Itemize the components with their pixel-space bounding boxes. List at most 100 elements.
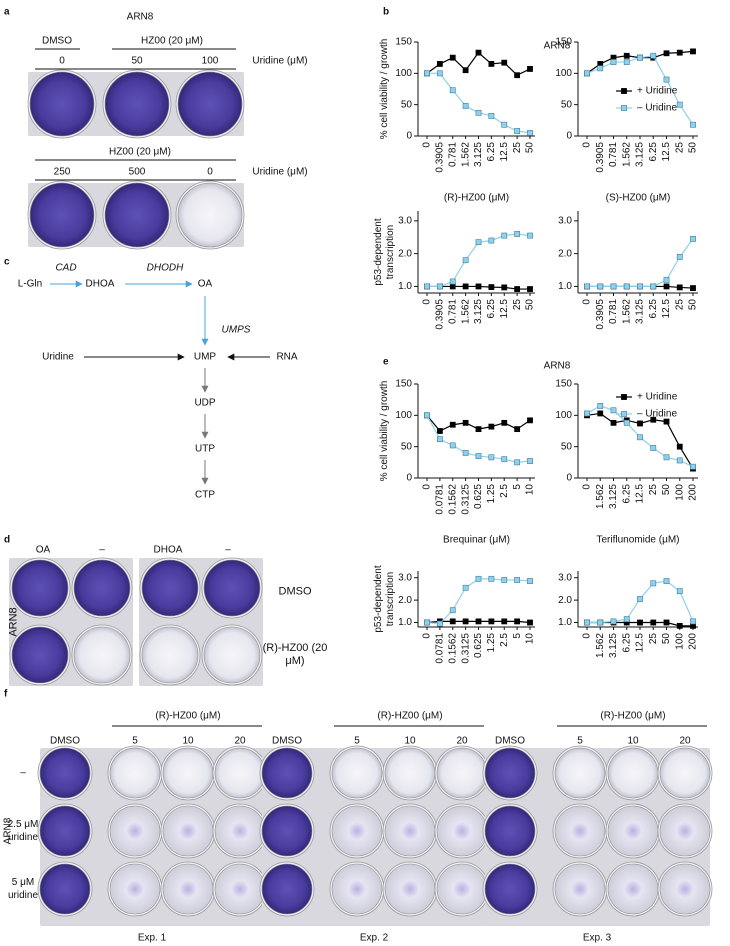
data-point (475, 239, 482, 246)
data-point (650, 52, 657, 59)
x-tick-label: 0 (422, 142, 433, 148)
y-tick-label: 50 (561, 441, 573, 452)
cell-line-label: ARN8 (7, 607, 20, 637)
data-point (637, 434, 643, 441)
dose-axis-label: Uridine (μM) (252, 56, 307, 67)
x-tick-label: 6.25 (486, 299, 497, 319)
data-point (514, 231, 521, 237)
x-tick-label: 25 (674, 299, 685, 311)
legend-marker (621, 394, 627, 400)
data-point (436, 283, 443, 290)
row-label: 2.5 μM uridine (7, 819, 39, 843)
x-tick-label: 25 (674, 142, 685, 154)
x-tick-label: 50 (525, 299, 536, 311)
data-point (488, 61, 495, 67)
well-stain (73, 559, 131, 617)
pathway-node: Uridine (42, 352, 74, 363)
well-stain (436, 747, 488, 799)
control-label: DMSO (272, 736, 302, 747)
y-tick-label: 100 (395, 68, 412, 79)
well-stain (384, 747, 436, 799)
y-tick-label: 0 (406, 473, 412, 484)
legend-label: + Uridine (637, 392, 678, 403)
dose-label: 20 (234, 736, 246, 747)
data-point (488, 423, 495, 430)
data-point (436, 70, 443, 77)
well-stain (214, 747, 266, 799)
pathway-node: RNA (276, 352, 297, 363)
dose-label: 0 (207, 167, 213, 178)
well-stain (214, 805, 266, 857)
data-point (462, 257, 469, 264)
x-tick-label: 3.125 (473, 142, 484, 167)
x-axis-label: Teriflunomide (μM) (596, 535, 679, 546)
data-point (637, 596, 643, 602)
well-stain (331, 863, 383, 915)
x-tick-label: 100 (674, 484, 685, 501)
data-point (637, 619, 643, 626)
control-label: DMSO (495, 736, 525, 747)
well-stain (11, 626, 69, 684)
data-point (436, 620, 443, 627)
data-point (514, 618, 521, 625)
data-point (501, 419, 508, 426)
well-stain (109, 805, 161, 857)
x-tick-label: 0.781 (447, 142, 458, 167)
column-label: – (225, 545, 231, 556)
data-point (488, 237, 495, 244)
dose-label: 20 (456, 736, 468, 747)
x-tick-label: 1.562 (595, 484, 606, 509)
data-point (475, 453, 482, 459)
well-stain (11, 559, 69, 617)
data-point (501, 59, 508, 66)
well-stain (384, 805, 436, 857)
data-point (623, 419, 630, 426)
treatment-label: (R)-HZ00 (μM) (600, 711, 665, 722)
x-tick-label: 50 (661, 484, 672, 496)
well-stain (141, 559, 199, 617)
well-stain (436, 863, 488, 915)
data-point (690, 121, 696, 128)
y-tick-label: 3.0 (398, 572, 412, 583)
well-stain (261, 805, 313, 857)
data-point (676, 443, 683, 450)
data-point (597, 65, 604, 72)
column-label: DHOA (154, 545, 183, 556)
x-tick-label: 12.5 (635, 484, 646, 504)
dose-label: 50 (131, 56, 143, 67)
x-tick-label: 0.3905 (595, 299, 606, 330)
well-stain (109, 747, 161, 799)
data-point (501, 121, 508, 128)
series-line (427, 72, 531, 134)
data-point (449, 421, 456, 428)
y-tick-label: 1.0 (558, 617, 572, 628)
data-point (488, 284, 495, 290)
y-tick-label: 3.0 (558, 572, 572, 583)
data-point (584, 70, 590, 77)
y-axis-label: % cell viability / growth (379, 380, 390, 482)
group-label: HZ00 (20 μM) (141, 36, 203, 47)
legend-marker (621, 88, 627, 94)
legend-marker (621, 105, 627, 111)
group-label: HZ00 (20 μM) (109, 147, 171, 158)
y-tick-label: 100 (555, 410, 572, 421)
pathway-node: L-Gln (18, 279, 42, 290)
legend-label: – Uridine (637, 103, 677, 114)
data-point (663, 276, 670, 283)
data-point (514, 72, 521, 79)
data-point (623, 52, 630, 59)
data-point (514, 577, 521, 583)
treatment-label: (R)-HZ00 (μM) (155, 711, 220, 722)
x-tick-label: 3.125 (635, 142, 646, 167)
x-tick-label: 200 (688, 484, 699, 501)
y-tick-label: 3.0 (558, 215, 572, 226)
x-tick-label: 0.781 (447, 299, 458, 324)
enzyme-label: CAD (55, 263, 76, 274)
data-point (488, 113, 495, 119)
x-tick-label: 0 (582, 484, 593, 490)
data-point (488, 575, 495, 582)
x-tick-label: 0.625 (473, 484, 484, 509)
data-point (637, 420, 643, 427)
dose-label: 100 (202, 56, 219, 67)
data-point (610, 419, 617, 426)
